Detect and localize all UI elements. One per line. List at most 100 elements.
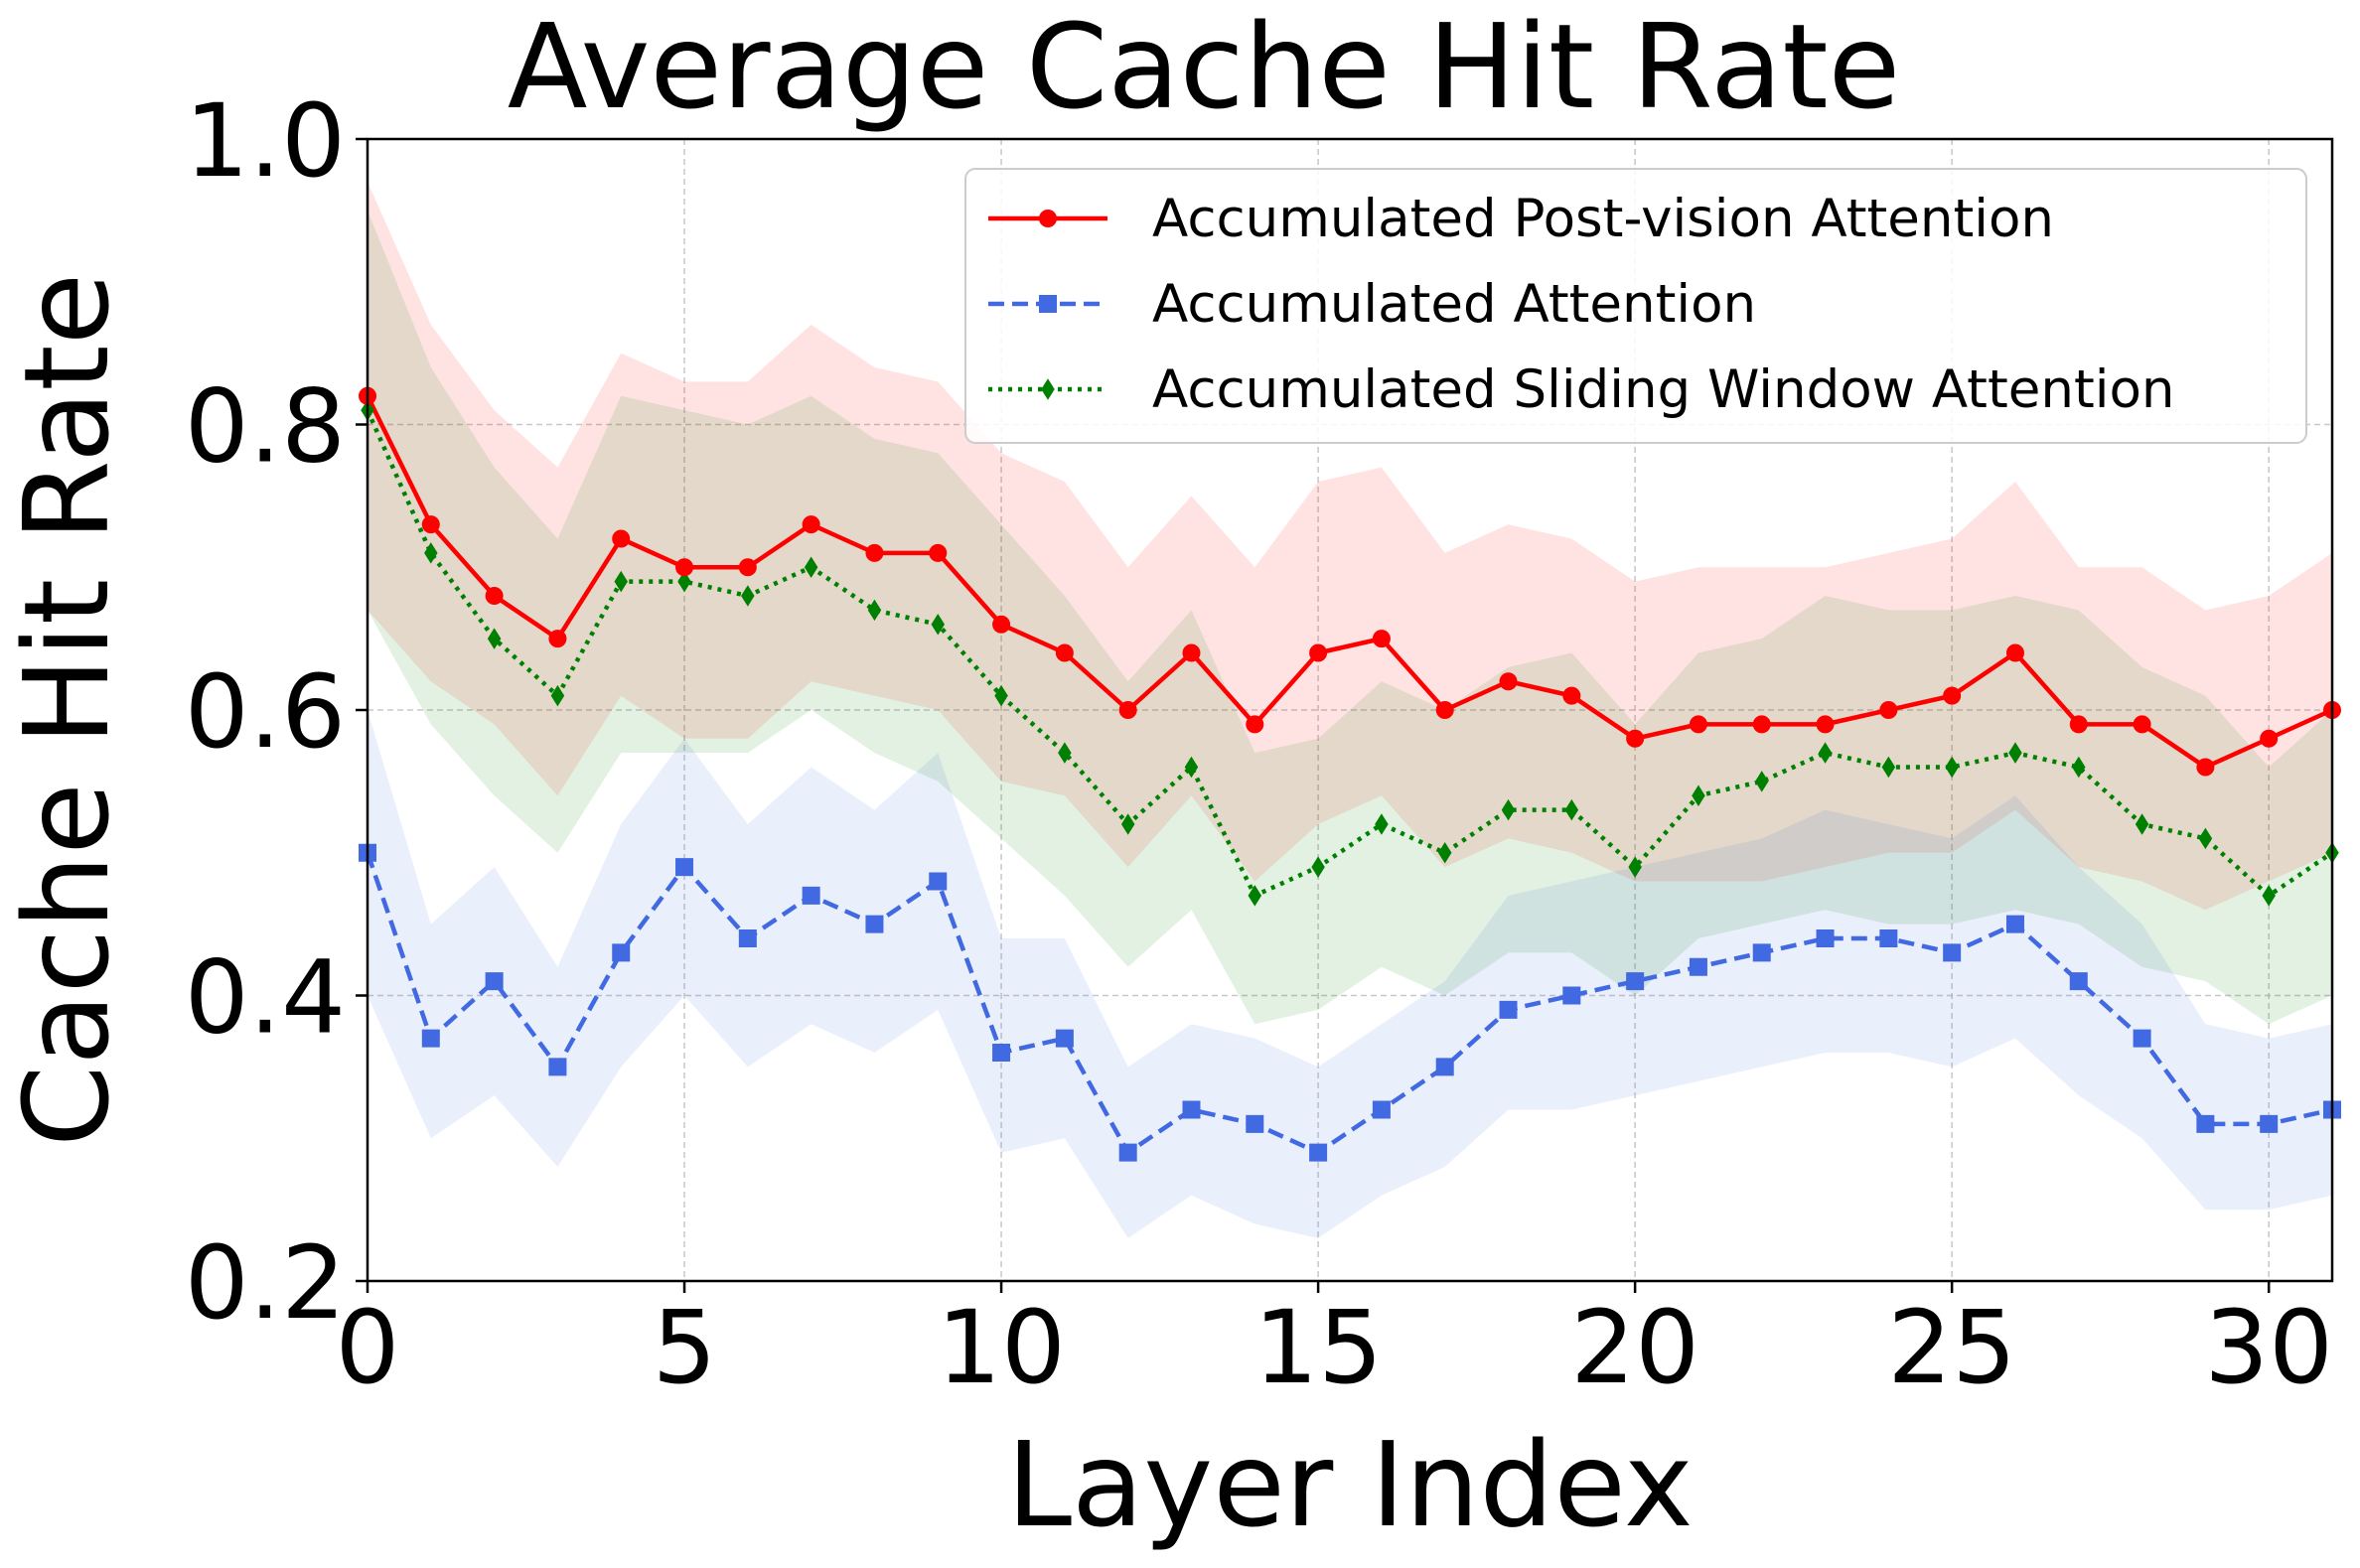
data-point: [2069, 972, 2088, 991]
y-tick-label: 0.8: [185, 368, 346, 487]
x-tick-label: 10: [937, 1289, 1066, 1407]
data-point: [1626, 972, 1645, 991]
data-point: [2198, 827, 2213, 850]
data-point: [1689, 957, 1707, 976]
data-point: [1564, 798, 1579, 821]
legend-marker: [1039, 210, 1057, 227]
data-point: [738, 558, 757, 577]
data-point: [612, 943, 631, 962]
data-point: [867, 599, 882, 622]
data-point: [1816, 929, 1835, 947]
data-point: [1628, 856, 1642, 878]
series-markers: [359, 386, 2341, 1162]
data-point: [2069, 715, 2088, 734]
data-point: [421, 1029, 440, 1048]
data-point: [2072, 756, 2086, 779]
legend-label: Accumulated Attention: [1152, 274, 1756, 335]
data-point: [1248, 885, 1262, 907]
confidence-band: [368, 182, 2332, 911]
data-point: [1562, 686, 1581, 705]
data-point: [2005, 643, 2024, 662]
data-point: [2133, 715, 2151, 734]
legend-marker: [1041, 378, 1055, 400]
data-point: [1945, 756, 1959, 779]
data-point: [1182, 1100, 1201, 1119]
data-point: [550, 684, 565, 707]
confidence-band: [368, 210, 2332, 1025]
data-point: [1246, 1114, 1264, 1133]
data-point: [1372, 630, 1391, 648]
data-point: [1879, 701, 1898, 719]
data-point: [2196, 758, 2215, 777]
data-point: [865, 543, 884, 562]
data-point: [2262, 885, 2276, 907]
data-point: [1120, 813, 1135, 835]
data-point: [1818, 742, 1833, 764]
data-point: [2135, 813, 2149, 835]
data-point: [548, 1058, 567, 1076]
data-point: [487, 628, 502, 649]
data-point: [804, 556, 818, 579]
data-point: [485, 587, 504, 605]
series-line: [365, 409, 2334, 899]
data-point: [677, 570, 691, 593]
y-tick-label: 1.0: [185, 82, 346, 201]
x-tick-label: 0: [336, 1289, 400, 1407]
x-tick-label: 20: [1570, 1289, 1699, 1407]
data-point: [485, 972, 504, 991]
data-point: [675, 858, 694, 877]
data-point: [1309, 1143, 1328, 1162]
data-point: [1058, 742, 1072, 764]
data-point: [424, 542, 438, 564]
data-point: [1626, 729, 1645, 748]
data-point: [802, 886, 820, 905]
data-point: [1501, 798, 1516, 821]
legend-label: Accumulated Sliding Window Attention: [1152, 359, 2174, 420]
data-point: [675, 558, 694, 577]
data-point: [1435, 701, 1454, 719]
data-point: [1879, 929, 1898, 947]
legend-label: Accumulated Post-vision Attention: [1152, 189, 2054, 249]
x-tick-label: 30: [2204, 1289, 2333, 1407]
chart-title: Average Cache Hit Rate: [508, 0, 1900, 135]
data-point: [802, 515, 820, 534]
data-point: [1184, 756, 1199, 779]
data-point: [1437, 841, 1452, 864]
data-point: [1375, 813, 1389, 835]
data-point: [1943, 686, 1962, 705]
data-point: [1943, 943, 1962, 962]
x-tick-label: 25: [1887, 1289, 2016, 1407]
data-point: [1752, 943, 1771, 962]
data-point: [2260, 1114, 2279, 1133]
data-point: [1372, 1100, 1391, 1119]
legend: Accumulated Post-vision Attention Accumul…: [964, 168, 2307, 444]
data-point: [612, 529, 631, 548]
data-point: [1689, 715, 1707, 734]
series-line: [365, 394, 2333, 770]
data-point: [994, 684, 1008, 707]
data-point: [2133, 1029, 2151, 1048]
data-point: [929, 543, 948, 562]
data-point: [1435, 1058, 1454, 1076]
data-point: [1309, 643, 1328, 662]
data-point: [1055, 643, 1074, 662]
data-point: [1499, 1000, 1518, 1019]
data-point: [741, 585, 755, 607]
data-point: [1246, 715, 1264, 734]
data-point: [738, 929, 757, 947]
data-point: [992, 615, 1011, 634]
legend-box: [964, 168, 2307, 444]
data-point: [421, 515, 440, 534]
y-axis-label: Cache Hit Rate: [0, 273, 135, 1147]
data-point: [1562, 986, 1581, 1005]
legend-marker: [1039, 295, 1057, 313]
data-point: [1881, 756, 1896, 779]
data-point: [2260, 729, 2279, 748]
x-axis-label: Layer Index: [1006, 1416, 1693, 1553]
y-tick-label: 0.4: [185, 939, 346, 1058]
data-point: [548, 630, 567, 648]
data-point: [1055, 1029, 1074, 1048]
confidence-band: [368, 710, 2332, 1238]
data-point: [1118, 1143, 1137, 1162]
